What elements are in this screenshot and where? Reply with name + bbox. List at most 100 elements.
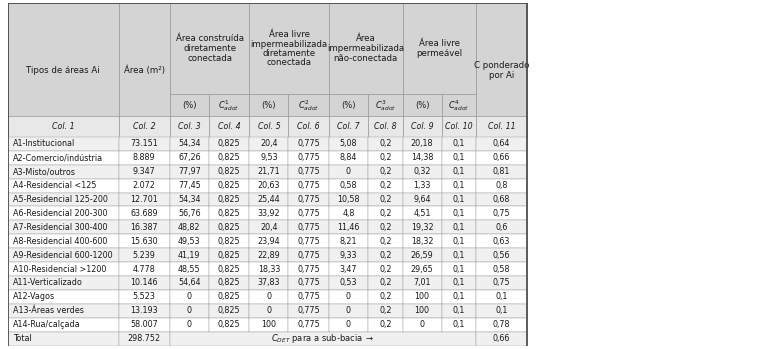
Text: Col. 2: Col. 2 [133, 122, 155, 131]
Bar [368, 116, 402, 137]
Text: 73.151: 73.151 [130, 139, 158, 148]
Bar [119, 304, 170, 318]
Text: 0: 0 [346, 167, 351, 176]
Bar [8, 137, 119, 151]
Text: 0: 0 [346, 320, 351, 329]
Bar [402, 318, 441, 332]
Bar [209, 318, 250, 332]
Text: Col. 11: Col. 11 [488, 122, 516, 131]
Text: 298.752: 298.752 [128, 334, 161, 343]
Bar [289, 151, 329, 165]
Bar [368, 179, 402, 193]
Text: 0,2: 0,2 [379, 167, 391, 176]
Text: 0,32: 0,32 [414, 167, 430, 176]
Text: 100: 100 [414, 306, 430, 315]
Bar [441, 248, 476, 262]
Bar [209, 276, 250, 290]
Bar [368, 165, 402, 179]
Bar [170, 179, 209, 193]
Bar [402, 276, 441, 290]
Bar [441, 94, 476, 116]
Text: 0,775: 0,775 [297, 306, 320, 315]
Bar [170, 3, 250, 94]
Bar [209, 193, 250, 206]
Text: 0,775: 0,775 [297, 167, 320, 176]
Text: 48,55: 48,55 [178, 265, 201, 274]
Text: 0,58: 0,58 [493, 265, 510, 274]
Text: 0,775: 0,775 [297, 251, 320, 260]
Text: Área livre
permeável: Área livre permeável [416, 39, 463, 58]
Bar [329, 179, 368, 193]
Bar [476, 332, 527, 346]
Bar [441, 220, 476, 234]
Text: Área
impermeabilizada
não-conectada: Área impermeabilizada não-conectada [327, 34, 404, 64]
Bar [441, 165, 476, 179]
Text: 16.387: 16.387 [130, 223, 158, 232]
Bar [289, 248, 329, 262]
Text: A6-Residencial 200-300: A6-Residencial 200-300 [13, 209, 107, 218]
Bar [441, 206, 476, 220]
Text: 21,71: 21,71 [257, 167, 280, 176]
Bar [250, 318, 289, 332]
Text: 0,825: 0,825 [218, 167, 241, 176]
Text: 0,775: 0,775 [297, 265, 320, 274]
Bar [368, 234, 402, 248]
Bar [476, 165, 527, 179]
Bar [209, 137, 250, 151]
Text: A12-Vagos: A12-Vagos [13, 292, 55, 301]
Text: Col. 7: Col. 7 [337, 122, 360, 131]
Text: 0,1: 0,1 [453, 237, 465, 246]
Text: A2-Comercio/indústria: A2-Comercio/indústria [13, 153, 103, 162]
Bar [329, 3, 402, 94]
Bar [209, 94, 250, 116]
Text: 25,44: 25,44 [257, 195, 280, 204]
Bar [170, 165, 209, 179]
Bar [170, 206, 209, 220]
Text: 0,2: 0,2 [379, 139, 391, 148]
Text: 8,84: 8,84 [340, 153, 357, 162]
Bar [289, 179, 329, 193]
Text: 0: 0 [187, 320, 192, 329]
Text: 10,58: 10,58 [337, 195, 360, 204]
Text: 0,825: 0,825 [218, 223, 241, 232]
Bar [476, 206, 527, 220]
Text: 23,94: 23,94 [257, 237, 280, 246]
Text: A9-Residencial 600-1200: A9-Residencial 600-1200 [13, 251, 113, 260]
Bar [119, 290, 170, 304]
Bar [329, 248, 368, 262]
Bar [119, 248, 170, 262]
Bar [209, 116, 250, 137]
Text: 0,2: 0,2 [379, 265, 391, 274]
Text: (%): (%) [341, 101, 355, 110]
Text: 0,64: 0,64 [493, 139, 510, 148]
Bar [250, 193, 289, 206]
Bar [329, 94, 368, 116]
Text: 0: 0 [187, 306, 192, 315]
Text: 0,1: 0,1 [453, 181, 465, 190]
Bar [250, 151, 289, 165]
Bar [289, 116, 329, 137]
Bar [289, 234, 329, 248]
Bar [402, 3, 476, 94]
Text: A3-Misto/outros: A3-Misto/outros [13, 167, 76, 176]
Text: 0,1: 0,1 [453, 195, 465, 204]
Text: 0,825: 0,825 [218, 320, 241, 329]
Bar [368, 290, 402, 304]
Text: 4,51: 4,51 [414, 209, 430, 218]
Text: Col. 10: Col. 10 [445, 122, 473, 131]
Text: 0,775: 0,775 [297, 320, 320, 329]
Text: Tipos de áreas Ai: Tipos de áreas Ai [26, 66, 100, 75]
Text: 0,775: 0,775 [297, 181, 320, 190]
Text: 41,19: 41,19 [178, 251, 201, 260]
Bar [441, 318, 476, 332]
Bar [289, 290, 329, 304]
Text: 0,825: 0,825 [218, 209, 241, 218]
Bar [119, 332, 170, 346]
Text: 19,32: 19,32 [411, 223, 434, 232]
Text: 54,34: 54,34 [178, 195, 201, 204]
Bar [209, 262, 250, 276]
Text: Col. 8: Col. 8 [374, 122, 397, 131]
Bar [368, 276, 402, 290]
Text: 0,1: 0,1 [453, 306, 465, 315]
Text: 0,825: 0,825 [218, 251, 241, 260]
